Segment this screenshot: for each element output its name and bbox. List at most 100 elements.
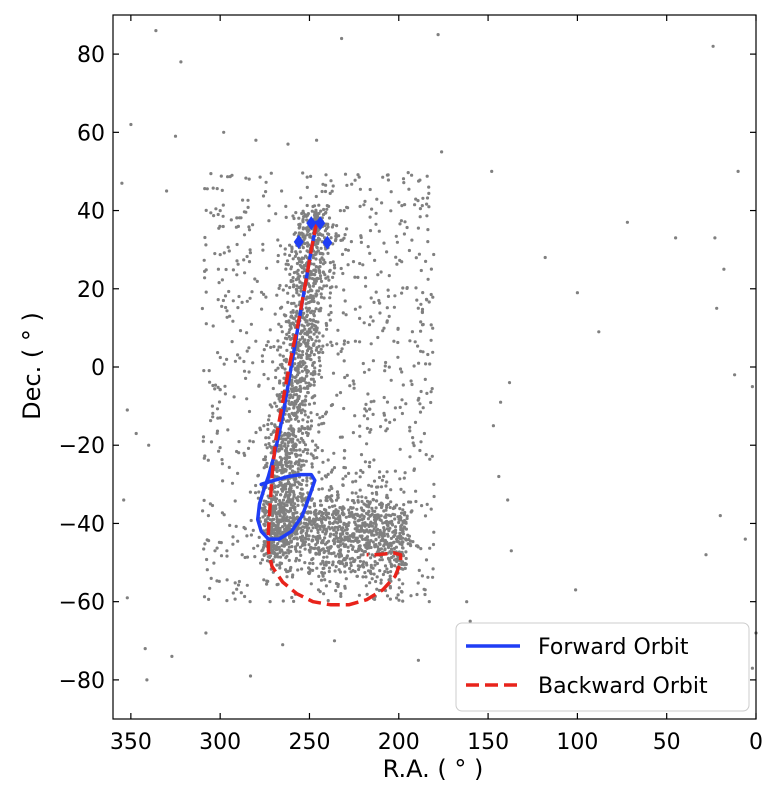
scatter-point — [349, 240, 353, 244]
scatter-point — [424, 558, 429, 562]
scatter-point — [432, 530, 436, 534]
scatter-point — [290, 384, 294, 388]
scatter-point — [249, 322, 253, 326]
scatter-point — [306, 282, 310, 286]
scatter-point — [389, 570, 393, 574]
scatter-point — [314, 194, 318, 199]
y-tick-label: 40 — [77, 200, 105, 225]
scatter-point — [321, 350, 325, 355]
scatter-point — [287, 482, 292, 486]
scatter-point — [389, 190, 393, 194]
scatter-point — [400, 562, 404, 567]
scatter-point — [307, 537, 311, 541]
scatter-point — [291, 573, 295, 577]
scatter-point — [287, 320, 291, 324]
scatter-point — [319, 260, 323, 264]
scatter-point — [288, 490, 293, 494]
scatter-point — [275, 545, 279, 549]
scatter-point — [243, 594, 247, 599]
scatter-point — [286, 263, 290, 267]
scatter-point — [397, 586, 401, 590]
scatter-point — [316, 289, 320, 293]
scatter-point — [225, 599, 229, 603]
scatter-point — [321, 559, 325, 563]
scatter-point — [282, 341, 286, 345]
scatter-point — [268, 403, 272, 407]
scatter-point — [276, 542, 280, 546]
scatter-point — [343, 466, 347, 470]
scatter-point — [298, 377, 302, 381]
scatter-point — [305, 356, 309, 361]
scatter-point — [425, 174, 429, 178]
scatter-point — [303, 447, 307, 452]
scatter-point — [267, 414, 271, 418]
scatter-point — [414, 197, 418, 201]
scatter-point — [305, 218, 309, 222]
scatter-point — [257, 490, 261, 494]
scatter-point — [235, 242, 239, 247]
scatter-point — [292, 406, 296, 410]
scatter-point — [306, 432, 310, 436]
scatter-point — [243, 527, 247, 531]
scatter-point — [306, 511, 310, 515]
scatter-point — [325, 207, 329, 211]
scatter-point — [300, 567, 304, 571]
scatter-point — [229, 218, 233, 222]
scatter-point — [289, 265, 294, 269]
scatter-point — [232, 395, 236, 399]
scatter-point — [420, 504, 424, 508]
scatter-point — [415, 544, 419, 548]
scatter-point — [277, 322, 281, 326]
scatter-point — [298, 491, 302, 495]
scatter-point — [312, 456, 316, 460]
scatter-point — [352, 532, 356, 536]
scatter-point — [285, 554, 289, 559]
scatter-point — [297, 285, 301, 290]
scatter-point — [322, 207, 326, 212]
scatter-point — [346, 340, 350, 344]
scatter-point — [251, 528, 255, 533]
scatter-point — [396, 326, 400, 330]
scatter-point — [364, 503, 368, 507]
scatter-point — [341, 542, 345, 546]
scatter-point — [296, 272, 300, 276]
scatter-point — [292, 599, 296, 604]
scatter-point — [334, 520, 338, 524]
scatter-point — [294, 547, 298, 551]
scatter-point — [351, 379, 355, 383]
scatter-point — [597, 330, 601, 334]
scatter-point — [305, 483, 309, 487]
scatter-point — [348, 384, 352, 388]
scatter-point — [428, 457, 432, 461]
scatter-point — [312, 309, 317, 313]
scatter-point — [499, 400, 503, 404]
scatter-point — [425, 214, 429, 218]
scatter-point — [303, 263, 307, 267]
scatter-point — [411, 436, 415, 440]
scatter-point — [320, 570, 324, 575]
scatter-point — [206, 514, 210, 518]
scatter-point — [339, 266, 343, 271]
scatter-point — [203, 187, 207, 191]
scatter-point — [421, 196, 425, 200]
scatter-point — [298, 338, 302, 342]
scatter-point — [288, 464, 292, 468]
scatter-point — [307, 307, 311, 311]
scatter-point — [401, 546, 405, 550]
scatter-point — [284, 451, 288, 455]
scatter-point — [411, 441, 415, 445]
scatter-point — [361, 470, 365, 474]
scatter-point — [331, 260, 335, 264]
scatter-point — [368, 407, 372, 411]
scatter-point — [327, 516, 332, 520]
scatter-point — [287, 399, 291, 403]
scatter-point — [319, 503, 323, 507]
scatter-point — [427, 600, 431, 604]
scatter-point — [421, 350, 425, 354]
scatter-point — [358, 204, 362, 208]
scatter-point — [281, 643, 285, 647]
scatter-point — [247, 177, 251, 181]
scatter-point — [361, 537, 365, 542]
scatter-point — [317, 487, 321, 491]
scatter-point — [348, 514, 352, 518]
